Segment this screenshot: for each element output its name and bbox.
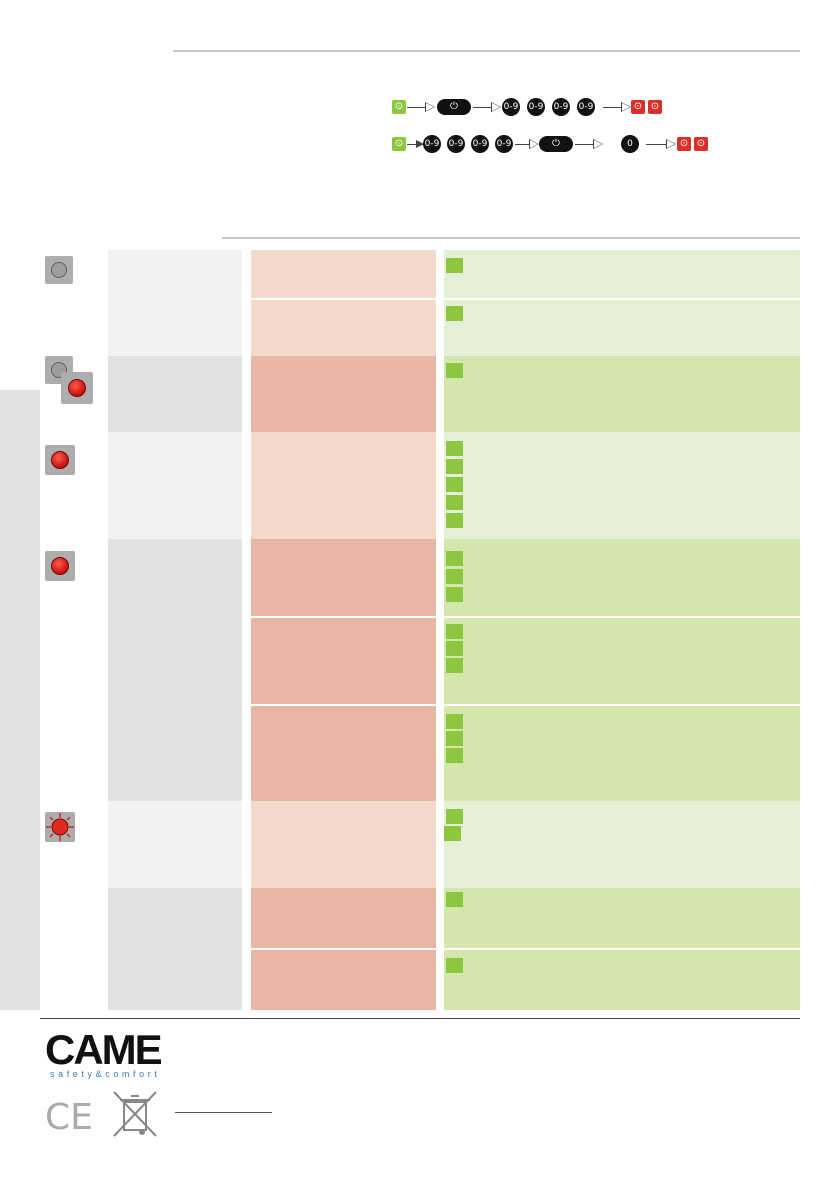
state-cell <box>108 539 242 801</box>
bullet-square <box>446 551 463 566</box>
cause-cell <box>251 706 436 801</box>
cause-cell <box>251 539 436 616</box>
connector-line <box>407 140 424 148</box>
brand-logo: CAME <box>45 1026 163 1073</box>
led-blinking-icon <box>45 812 75 842</box>
unlock-icon: ⊙ <box>392 137 406 151</box>
bullet-square <box>446 809 463 824</box>
code-sequence-1: ⊙ ⏻ 0-9 0-9 0-9 0-9 ⊙ ⊙ <box>389 97 699 117</box>
lock-icon: ⊙ <box>694 137 708 151</box>
bullet-square <box>444 826 461 841</box>
side-tab <box>0 390 40 1010</box>
solution-cell <box>444 250 800 298</box>
led-red-icon <box>45 551 75 581</box>
bullet-square <box>446 441 463 456</box>
state-cell <box>108 801 242 888</box>
solution-cell <box>444 432 800 539</box>
key-button-icon: ⏻ <box>539 136 573 152</box>
solution-cell <box>444 950 800 1010</box>
lock-icon: ⊙ <box>677 137 691 151</box>
state-cell <box>108 432 242 539</box>
cause-cell <box>251 250 436 298</box>
weee-bin-icon <box>112 1090 160 1145</box>
bullet-square <box>446 477 463 492</box>
cause-cell <box>251 950 436 1010</box>
digit-button: 0-9 <box>552 98 570 116</box>
digit-button: 0-9 <box>447 135 465 153</box>
digit-button: 0-9 <box>527 98 545 116</box>
state-cell <box>108 888 242 1010</box>
ce-mark-icon: CE <box>45 1097 93 1138</box>
bullet-square <box>446 731 463 746</box>
digit-button: 0-9 <box>577 98 595 116</box>
bullet-square <box>446 641 463 656</box>
solution-cell <box>444 888 800 948</box>
section-divider <box>222 237 800 239</box>
bullet-square <box>446 714 463 729</box>
arrow-icon <box>473 102 501 112</box>
lock-icon: ⊙ <box>631 100 645 114</box>
key-button-icon: ⏻ <box>437 99 471 115</box>
bullet-square <box>446 569 463 584</box>
bullet-square <box>446 748 463 763</box>
zero-button: 0 <box>621 135 639 153</box>
cause-cell <box>251 618 436 704</box>
solution-cell <box>444 300 800 356</box>
bullet-square <box>446 658 463 673</box>
digit-button: 0-9 <box>471 135 489 153</box>
solution-cell <box>444 356 800 432</box>
underline-rule <box>175 1112 272 1113</box>
bullet-square <box>446 459 463 474</box>
bullet-square <box>446 513 463 528</box>
state-cell <box>108 250 242 356</box>
unlock-icon: ⊙ <box>392 100 406 114</box>
arrow-icon <box>646 139 676 149</box>
solution-cell <box>444 706 800 801</box>
solution-cell <box>444 618 800 704</box>
led-red-icon <box>45 445 75 475</box>
cause-cell <box>251 300 436 356</box>
arrow-icon <box>603 102 631 112</box>
cause-cell <box>251 888 436 948</box>
solution-cell <box>444 801 800 888</box>
arrow-icon <box>575 139 603 149</box>
bullet-square <box>446 958 463 973</box>
cause-cell <box>251 801 436 888</box>
digit-button: 0-9 <box>423 135 441 153</box>
solution-cell <box>444 539 800 616</box>
bullet-square <box>446 306 463 321</box>
led-red-icon <box>61 372 93 404</box>
brand-tagline: safety&comfort <box>50 1069 161 1079</box>
top-divider <box>173 50 800 52</box>
cause-cell <box>251 356 436 432</box>
bullet-square <box>446 258 463 273</box>
led-off-icon <box>45 256 73 284</box>
bullet-square <box>446 495 463 510</box>
arrow-icon <box>407 102 435 112</box>
digit-button: 0-9 <box>502 98 520 116</box>
bullet-square <box>446 363 463 378</box>
bullet-square <box>446 624 463 639</box>
state-cell <box>108 356 242 432</box>
cause-cell <box>251 432 436 539</box>
code-sequence-2: ⊙ 0-9 0-9 0-9 0-9 ⏻ 0 ⊙ ⊙ <box>389 134 729 154</box>
bullet-square <box>446 892 463 907</box>
arrow-icon <box>515 139 539 149</box>
footer-divider <box>40 1018 800 1019</box>
bullet-square <box>446 587 463 602</box>
digit-button: 0-9 <box>495 135 513 153</box>
lock-icon: ⊙ <box>648 100 662 114</box>
